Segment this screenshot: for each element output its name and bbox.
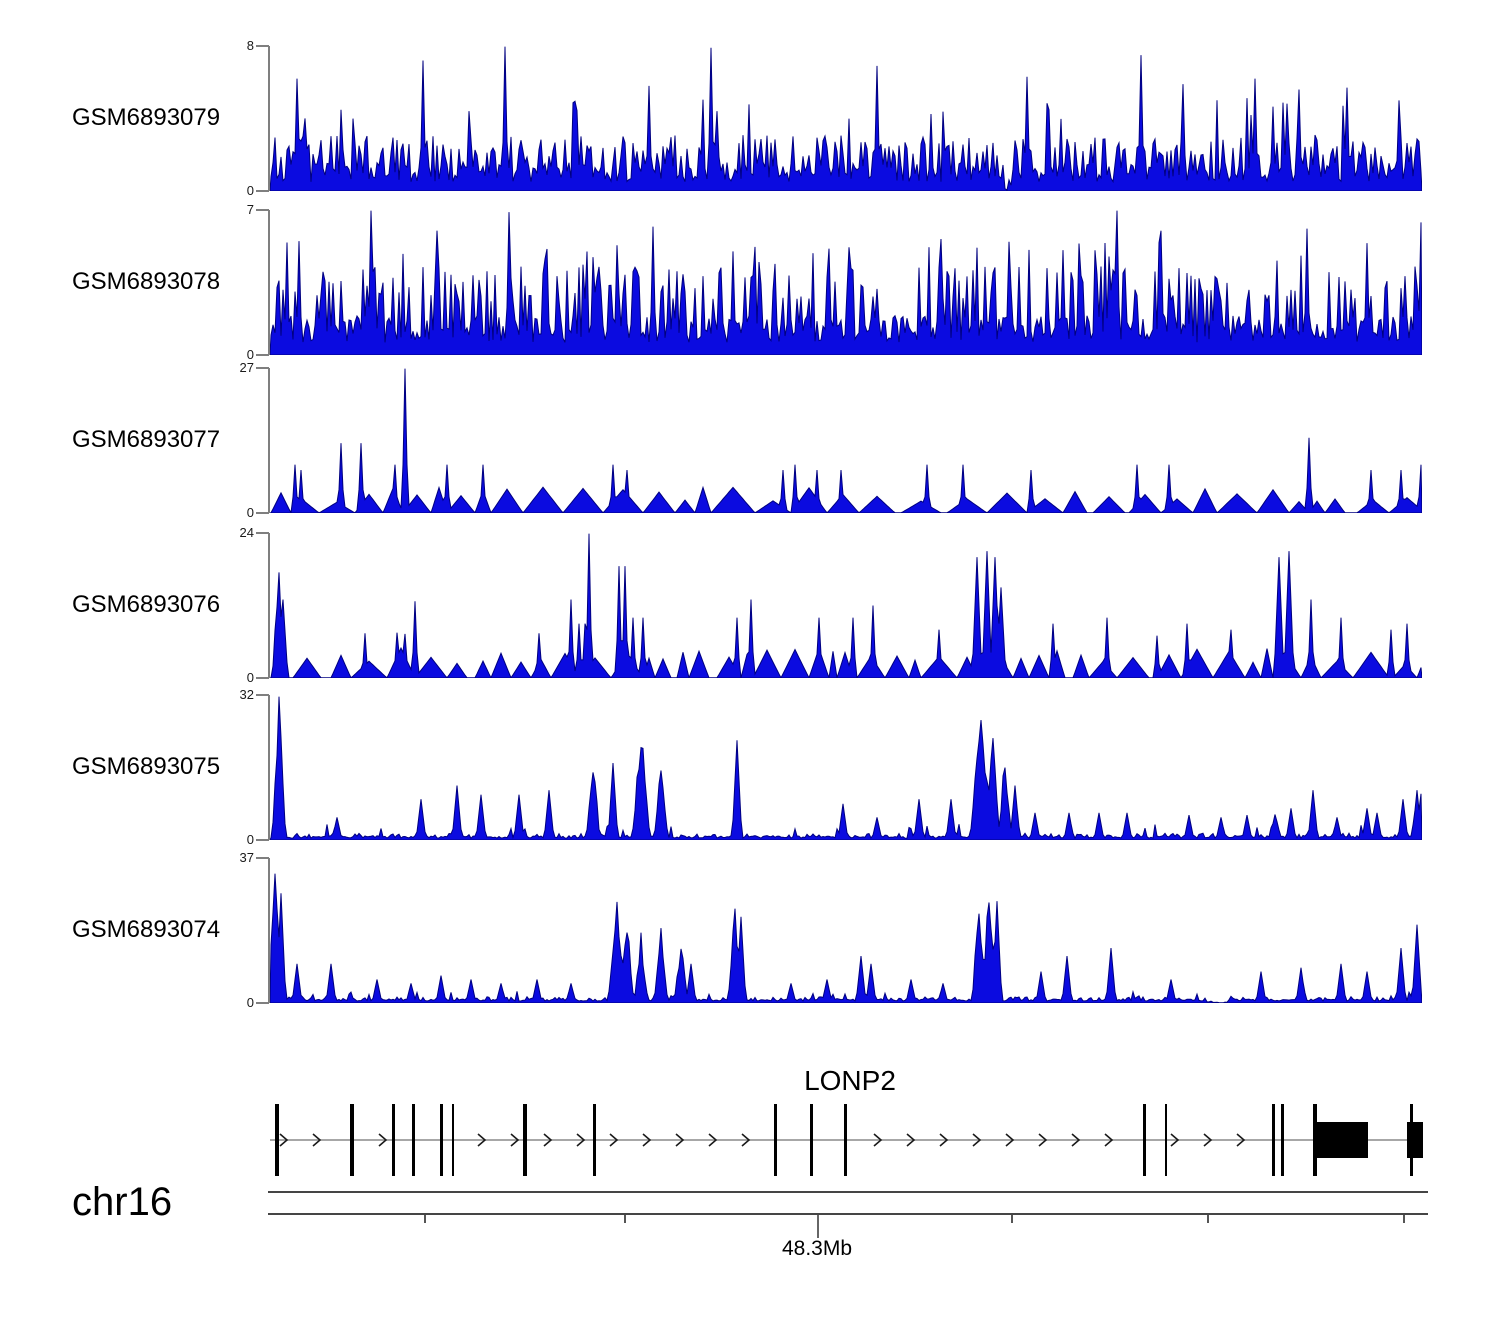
y-axis-top-tick bbox=[256, 209, 269, 211]
y-axis-bottom-tick bbox=[256, 354, 269, 356]
coverage-area-plot bbox=[270, 533, 1422, 678]
y-axis-line bbox=[268, 46, 270, 191]
ruler-tick bbox=[624, 1215, 626, 1223]
y-axis-top-tick bbox=[256, 45, 269, 47]
sample-label: GSM6893078 bbox=[72, 268, 221, 295]
sample-label: GSM6893076 bbox=[72, 591, 221, 618]
y-axis-max-label: 24 bbox=[239, 525, 254, 540]
ruler-tick bbox=[1207, 1215, 1209, 1223]
y-axis-max-label: 8 bbox=[246, 38, 254, 53]
coverage-track: GSM6893076 24 0 bbox=[0, 525, 1500, 685]
y-axis-line bbox=[268, 858, 270, 1003]
y-axis-zero-label: 0 bbox=[246, 505, 254, 520]
ruler-major-tick bbox=[817, 1215, 819, 1238]
coverage-area-plot bbox=[270, 46, 1422, 191]
coverage-track: GSM6893075 32 0 bbox=[0, 687, 1500, 847]
y-axis-zero-label: 0 bbox=[246, 347, 254, 362]
y-axis-top-tick bbox=[256, 857, 269, 859]
y-axis-bottom-tick bbox=[256, 677, 269, 679]
coverage-track: GSM6893078 7 0 bbox=[0, 202, 1500, 362]
y-axis-line bbox=[268, 210, 270, 355]
ruler-line-upper bbox=[268, 1191, 1428, 1193]
gene-model-track bbox=[270, 1104, 1423, 1176]
y-axis-bottom-tick bbox=[256, 1002, 269, 1004]
y-axis-line bbox=[268, 533, 270, 678]
coverage-track: GSM6893077 27 0 bbox=[0, 360, 1500, 520]
y-axis-zero-label: 0 bbox=[246, 832, 254, 847]
y-axis-max-label: 32 bbox=[239, 687, 254, 702]
chromosome-label: chr16 bbox=[72, 1180, 173, 1224]
coverage-track: GSM6893079 8 0 bbox=[0, 38, 1500, 198]
ruler-tick bbox=[424, 1215, 426, 1223]
y-axis-zero-label: 0 bbox=[246, 670, 254, 685]
y-axis-bottom-tick bbox=[256, 839, 269, 841]
y-axis-max-label: 27 bbox=[239, 360, 254, 375]
coverage-area-plot bbox=[270, 210, 1422, 355]
ruler-line-lower bbox=[268, 1213, 1428, 1215]
y-axis-max-label: 37 bbox=[239, 850, 254, 865]
y-axis-bottom-tick bbox=[256, 512, 269, 514]
y-axis-top-tick bbox=[256, 694, 269, 696]
y-axis-zero-label: 0 bbox=[246, 183, 254, 198]
gene-name-label: LONP2 bbox=[804, 1065, 896, 1096]
y-axis-line bbox=[268, 368, 270, 513]
sample-label: GSM6893077 bbox=[72, 426, 221, 453]
ruler-tick bbox=[1011, 1215, 1013, 1223]
y-axis-top-tick bbox=[256, 367, 269, 369]
coverage-track: GSM6893074 37 0 bbox=[0, 850, 1500, 1010]
sample-label: GSM6893079 bbox=[72, 104, 221, 131]
y-axis-max-label: 7 bbox=[246, 202, 254, 217]
sample-label: GSM6893075 bbox=[72, 753, 221, 780]
coverage-area-plot bbox=[270, 696, 1422, 840]
ruler-tick bbox=[1403, 1215, 1405, 1223]
y-axis-line bbox=[268, 695, 270, 840]
coverage-area-plot bbox=[270, 368, 1422, 513]
y-axis-top-tick bbox=[256, 532, 269, 534]
y-axis-zero-label: 0 bbox=[246, 995, 254, 1010]
y-axis-bottom-tick bbox=[256, 190, 269, 192]
coverage-area-plot bbox=[270, 873, 1422, 1003]
coordinate-label: 48.3Mb bbox=[781, 1237, 853, 1260]
sample-label: GSM6893074 bbox=[72, 916, 221, 943]
